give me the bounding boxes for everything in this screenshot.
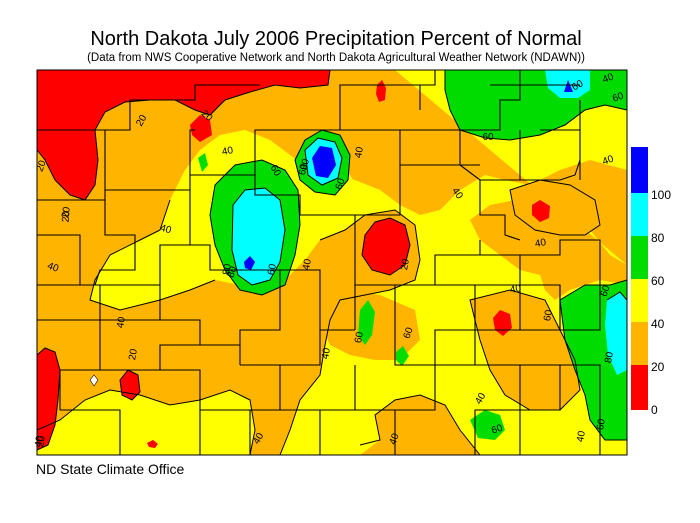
contour-label: 40 [601,71,616,85]
legend-band-20-40 [631,322,648,365]
legend-tick-80: 80 [651,231,665,245]
contour-label: 60 [268,163,283,179]
contour-lines [37,70,627,455]
legend-band-80-100 [631,193,648,236]
county-boundaries [37,70,601,455]
contour-label: 40 [534,237,547,250]
band-80-100-east [605,292,627,375]
contour-label: 60 [570,78,586,93]
band-0-20-southwest [37,348,60,450]
contour-label: 60 [595,418,608,431]
legend-band-40-60 [631,279,648,322]
contour-label: 40 [509,283,522,296]
legend-band-60-80 [631,236,648,279]
contour-label: 60 [353,331,366,344]
contour-label: 40 [601,153,616,167]
credit-text: ND State Climate Office [36,461,185,477]
legend-tick-40: 40 [651,317,665,331]
legend-tick-60: 60 [651,274,665,288]
contour-label: 20 [399,258,412,271]
contour-label: 40 [388,432,402,447]
contour-label: 20 [61,210,73,222]
band-0-20-northwest-spot [190,115,212,142]
band-100-plus-northeast [564,80,573,92]
contour-label: 40 [159,223,173,237]
map-title: North Dakota July 2006 Precipitation Per… [90,28,582,50]
contour-label: 40 [575,430,588,443]
legend-band-100-plus [631,147,648,193]
legend-tick-20: 20 [651,360,665,374]
contour-label: 60 [490,422,505,436]
map-subtitle: (Data from NWS Cooperative Network and N… [87,52,585,64]
contour-label: 20 [35,159,49,174]
legend-tick-0: 0 [651,403,658,417]
contour-label: 40 [221,145,234,158]
band-0-20-southwest-small [89,374,99,387]
contour-label: 60 [542,309,555,322]
band-20-40-east [510,180,600,235]
contour-label: 60 [402,326,416,341]
contour-fill [37,70,627,455]
contour-label: 20 [60,206,73,219]
contour-label: 20 [35,435,48,448]
contour-label: 20 [134,113,149,129]
band-60-80-spot-2 [470,410,505,440]
contour-label: 40 [115,316,128,329]
band-0-20-central [362,218,410,275]
contour-label: 60 [611,90,626,104]
contour-label: 40 [251,431,266,447]
band-60-80-spot-4 [396,346,409,366]
legend-tick-100: 100 [651,188,671,202]
contour-label: 80 [299,158,312,171]
contour-label: 40 [46,261,61,275]
band-100-plus-north [312,146,336,178]
contour-label: 40 [33,435,46,448]
contour-label: 20 [127,348,140,361]
contour-label: 60 [599,284,613,299]
contour-label: 80 [221,263,234,276]
band-60-80-spot-3 [198,153,208,172]
contour-label: 40 [320,347,333,360]
map-frame [36,69,628,456]
band-100-plus-central [244,256,255,270]
contour-label: 80 [226,265,240,280]
contour-label: 60 [482,132,494,143]
contour-label: 60 [266,263,279,276]
contour-label: 80 [603,351,616,364]
contour-label: 60 [334,177,348,192]
contour-label: 40 [353,146,366,159]
band-0-20-northwest [37,70,330,200]
legend-colorbar: 0 20 40 60 80 100 [631,147,671,417]
contour-label: 40 [301,258,314,271]
band-0-20-south-spot-2 [147,440,158,448]
legend-band-0-20 [631,365,648,410]
band-60-80-spot-1 [358,300,375,345]
contour-label: 40 [473,391,488,407]
contour-label: 60 [297,163,310,176]
band-0-20-east-spot [532,200,550,222]
